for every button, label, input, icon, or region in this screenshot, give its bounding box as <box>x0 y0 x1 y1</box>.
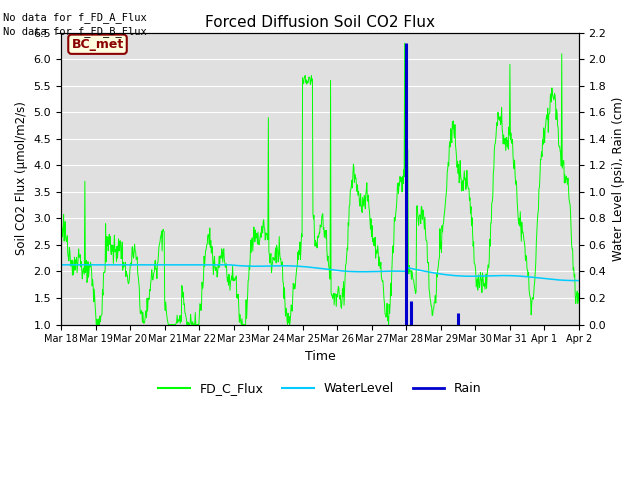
X-axis label: Time: Time <box>305 350 335 363</box>
Y-axis label: Soil CO2 Flux (μmol/m2/s): Soil CO2 Flux (μmol/m2/s) <box>15 102 28 255</box>
Title: Forced Diffusion Soil CO2 Flux: Forced Diffusion Soil CO2 Flux <box>205 15 435 30</box>
Text: BC_met: BC_met <box>72 38 124 51</box>
Text: No data for f_FD_A_Flux: No data for f_FD_A_Flux <box>3 12 147 23</box>
Text: No data for f_FD_B_Flux: No data for f_FD_B_Flux <box>3 26 147 37</box>
Y-axis label: Water Level (psi), Rain (cm): Water Level (psi), Rain (cm) <box>612 96 625 261</box>
Legend: FD_C_Flux, WaterLevel, Rain: FD_C_Flux, WaterLevel, Rain <box>154 377 486 400</box>
